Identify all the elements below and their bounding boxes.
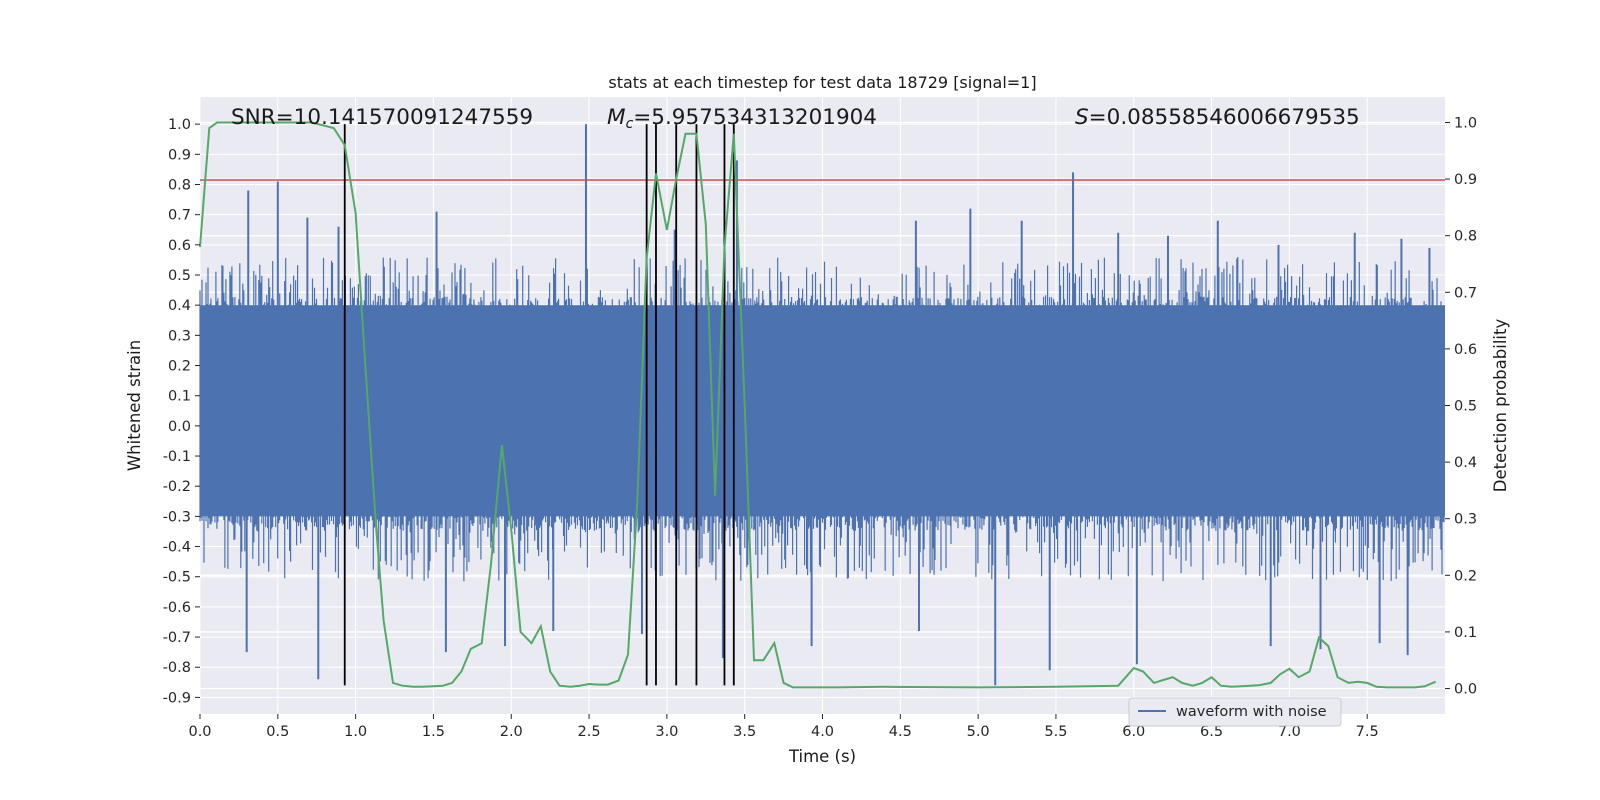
y-tick-label: -0.9 bbox=[163, 690, 191, 706]
x-tick-label: 3.0 bbox=[655, 724, 678, 740]
y2-tick-label: 0.3 bbox=[1454, 512, 1477, 528]
mc-subscript: c bbox=[626, 116, 634, 132]
y-tick-label: 0.7 bbox=[168, 208, 191, 224]
y-tick-label: -0.7 bbox=[163, 630, 191, 646]
x-tick-label: 5.0 bbox=[967, 724, 990, 740]
x-tick-label: 6.5 bbox=[1200, 724, 1223, 740]
y2-tick-label: 0.5 bbox=[1454, 399, 1477, 415]
y2-tick-label: 0.9 bbox=[1454, 172, 1477, 188]
y2-tick-label: 0.4 bbox=[1454, 455, 1477, 471]
x-tick-label: 4.0 bbox=[811, 724, 834, 740]
y-tick-label: 0.3 bbox=[168, 328, 191, 344]
s-value: =0.08558546006679535 bbox=[1089, 105, 1360, 130]
x-tick-label: 7.5 bbox=[1356, 724, 1379, 740]
y2-tick-label: 0.2 bbox=[1454, 568, 1477, 584]
waveform-series bbox=[199, 124, 1445, 686]
x-tick-label: 0.0 bbox=[188, 724, 211, 740]
x-tick-label: 1.0 bbox=[344, 724, 367, 740]
legend-box bbox=[1128, 697, 1342, 727]
y-tick-label: 0.9 bbox=[168, 147, 191, 163]
y2-tick-label: 0.8 bbox=[1454, 229, 1477, 245]
right-axis-ticks: 1.0 0.9 0.8 0.7 0.6 0.5 0.4 0.3 0.2 0.1 0.0 bbox=[1445, 115, 1477, 698]
legend-label-waveform: waveform with noise bbox=[1176, 704, 1327, 720]
x-tick-label: 5.5 bbox=[1044, 724, 1067, 740]
y-tick-label: -0.3 bbox=[163, 509, 191, 525]
y-tick-label: 0.6 bbox=[168, 238, 191, 254]
s-symbol: S bbox=[1075, 105, 1089, 130]
y-tick-label: 0.4 bbox=[168, 298, 191, 314]
y-tick-label: -0.5 bbox=[163, 570, 191, 586]
s-annotation: S=0.08558546006679535 bbox=[1075, 105, 1360, 130]
detection-probability-line bbox=[199, 121, 1437, 689]
x-tick-label: 2.5 bbox=[578, 724, 601, 740]
y2-tick-label: 0.1 bbox=[1454, 625, 1477, 641]
y2-tick-label: 1.0 bbox=[1454, 115, 1477, 131]
y2-tick-label: 0.6 bbox=[1454, 342, 1477, 358]
y-tick-label: 0.0 bbox=[168, 419, 191, 435]
plot-area bbox=[199, 97, 1445, 714]
detection-markers bbox=[343, 124, 735, 686]
snr-annotation: SNR=10.141570091247559 bbox=[231, 105, 533, 130]
y-tick-label: -0.8 bbox=[163, 660, 191, 676]
y-tick-label: 0.5 bbox=[168, 268, 191, 284]
x-tick-label: 7.0 bbox=[1278, 724, 1301, 740]
x-tick-label: 4.5 bbox=[889, 724, 912, 740]
y2-axis-label: Detection probability bbox=[1491, 319, 1510, 493]
x-tick-label: 6.0 bbox=[1122, 724, 1145, 740]
y-tick-label: 0.8 bbox=[168, 177, 191, 193]
x-tick-label: 3.5 bbox=[733, 724, 756, 740]
y-tick-label: -0.6 bbox=[163, 600, 191, 616]
chirp-mass-annotation: Mc=5.957534313201904 bbox=[607, 105, 877, 132]
y-axis-label: Whitened strain bbox=[125, 340, 144, 471]
x-axis-label: Time (s) bbox=[788, 747, 856, 766]
y2-tick-label: 0.7 bbox=[1454, 285, 1477, 301]
y2-tick-label: 0.0 bbox=[1454, 682, 1477, 698]
left-axis-ticks: 1.0 0.9 0.8 0.7 0.6 0.5 0.4 0.3 0.2 0.1 0.0 -0.1 -0.… bbox=[163, 117, 200, 706]
y-tick-label: -0.4 bbox=[163, 540, 191, 556]
y-tick-label: 0.1 bbox=[168, 389, 191, 405]
x-tick-label: 1.5 bbox=[422, 724, 445, 740]
x-tick-label: 2.0 bbox=[500, 724, 523, 740]
mc-symbol: M bbox=[607, 105, 626, 130]
y-tick-label: -0.2 bbox=[163, 479, 191, 495]
x-tick-label: 0.5 bbox=[266, 724, 289, 740]
chart-title: stats at each timestep for test data 187… bbox=[608, 73, 1036, 92]
x-axis-ticks: 0.0 0.5 1.0 1.5 2.0 2.5 3.0 3.5 4.0 4.5 5.0 5.5 6.0 6… bbox=[188, 714, 1379, 740]
y-tick-label: -0.1 bbox=[163, 449, 191, 465]
waveform-noise-lower bbox=[199, 425, 1445, 582]
legend: waveform with noise bbox=[1128, 697, 1342, 727]
mc-value: =5.957534313201904 bbox=[633, 105, 877, 130]
y-tick-label: 0.2 bbox=[168, 359, 191, 375]
y-tick-label: 1.0 bbox=[168, 117, 191, 133]
